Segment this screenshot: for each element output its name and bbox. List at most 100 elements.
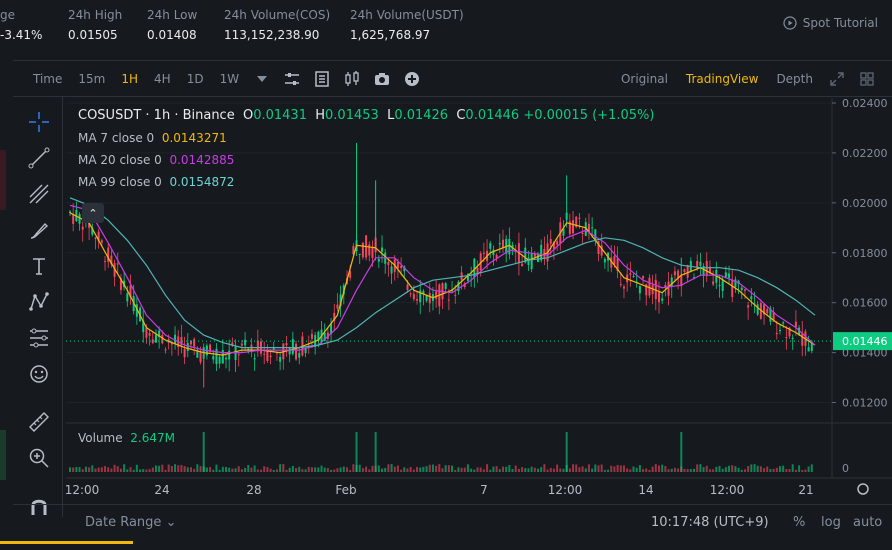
volume-bar [600,464,603,472]
volume-bar [654,464,657,472]
volume-bar [218,469,221,472]
candle-body [323,332,326,341]
ma7-label: MA 7 close 0 [78,131,155,145]
zoom-in-tool-icon[interactable] [22,440,56,476]
candle-body [72,214,75,224]
emoji-tool-icon[interactable] [22,356,56,392]
interval-4h[interactable]: 4H [154,72,171,86]
volume-bar [266,467,269,472]
volume-bar [581,466,584,472]
candle-body [428,292,431,304]
volume-bar [288,467,291,472]
ruler-tool-icon[interactable] [22,404,56,440]
volume-bar [269,468,272,472]
settings-sliders-icon[interactable] [277,64,307,94]
volume-bar [244,467,247,472]
candle-body [782,322,785,324]
volume-bar [441,468,444,472]
brush-tool-icon[interactable] [22,212,56,248]
volume-bar [358,464,361,472]
volume-axis-zero: 0 [842,462,849,475]
candle-type-icon[interactable] [337,64,367,94]
text-tool-icon[interactable] [22,248,56,284]
close-label: C [456,108,466,123]
view-tradingview[interactable]: TradingView [685,72,759,86]
interval-dropdown-icon[interactable] [247,64,277,94]
volume-bar [352,464,355,472]
view-switcher: Original TradingView Depth [612,62,882,96]
candle-body [591,227,594,229]
fib-tool-icon[interactable] [22,320,56,356]
ma7-value: 0.0143271 [161,131,227,145]
volume-bar [282,464,285,472]
auto-scale-toggle[interactable]: auto [853,515,883,530]
volume-bar [728,465,731,472]
volume-bar [712,469,715,472]
view-depth[interactable]: Depth [776,72,813,86]
trendline-tool-icon[interactable] [22,140,56,176]
volume-bar [451,465,454,472]
candle-body [100,240,103,243]
pattern-tool-icon[interactable] [22,284,56,320]
volume-bar [94,468,97,472]
volume-cos-stat: 24h Volume(COS) 113,152,238.90 [224,8,330,42]
candle-body [613,256,616,265]
ma20-row: MA 20 close 0 0.0142885 [78,153,654,167]
layout-grid-icon[interactable] [852,64,882,94]
candle-body [435,291,438,299]
candle-body [791,337,794,339]
volume-bar [578,467,581,472]
last-price-tag [833,332,892,351]
date-range-dropdown[interactable]: Date Range ⌄ [85,515,176,530]
chevron-down-icon: ⌄ [165,515,177,530]
camera-icon[interactable] [367,64,397,94]
volume-bar [743,469,746,472]
volume-bar [164,469,167,472]
candle-body [629,273,632,275]
volume-bar [139,469,142,472]
volume-bar [285,469,288,472]
spot-tutorial-link[interactable]: Spot Tutorial [783,16,878,30]
fullscreen-icon[interactable] [822,64,852,94]
volume-bar [501,466,504,472]
candle-body [403,266,406,272]
candle-body [810,343,813,351]
candle-body [215,348,218,365]
ma7-row: MA 7 close 0 0.0143271 [78,131,654,145]
volume-bar [412,469,415,472]
interval-1w[interactable]: 1W [219,72,240,86]
crosshair-tool-icon[interactable] [22,104,56,140]
volume-bar [775,467,778,472]
candle-body [473,258,476,278]
volume-bar [801,469,804,472]
parallel-channel-tool-icon[interactable] [22,176,56,212]
interval-1h[interactable]: 1H [121,72,139,86]
add-icon[interactable] [397,64,427,94]
volume-bar [498,469,501,472]
play-circle-icon [783,16,797,30]
volume-bar [91,465,94,472]
candle-body [196,350,199,358]
view-original[interactable]: Original [620,72,668,86]
candle-body [368,244,371,256]
volume-bar [607,469,610,472]
settings-gear-icon[interactable] [857,483,869,495]
volume-bar [371,465,374,472]
collapse-legend-icon[interactable]: ⌃ [82,203,104,223]
interval-1d[interactable]: 1D [186,72,204,86]
volume-bar [396,465,399,472]
volume-bar [314,467,317,472]
percent-scale-toggle[interactable]: % [793,515,806,530]
time-label[interactable]: Time [33,72,63,86]
log-scale-toggle[interactable]: log [821,515,841,530]
volume-bar [683,468,686,472]
volume-bar [724,467,727,472]
candle-body [291,339,294,354]
volume-bar [632,466,635,472]
candle-body [657,292,660,303]
interval-15m[interactable]: 15m [78,72,106,86]
volume-bar [307,466,310,472]
indicators-icon[interactable] [307,64,337,94]
volume-bar [622,465,625,472]
